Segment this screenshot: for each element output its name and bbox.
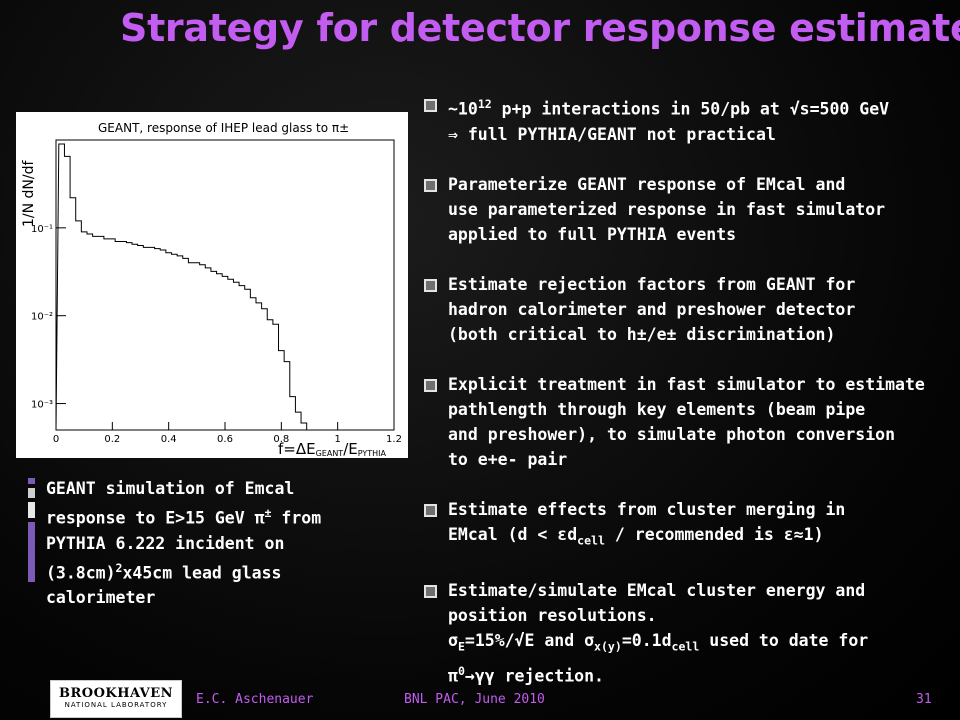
x-tick-label: 0 <box>53 434 59 445</box>
bullet-1: ~1012 p+p interactions in 50/pb at √s=50… <box>420 92 952 147</box>
x-tick-label: 0.4 <box>161 434 177 445</box>
histogram-bin <box>115 241 121 430</box>
x-tick-label: 1 <box>334 434 340 445</box>
histogram-bin <box>222 276 228 430</box>
logo-text-bottom: NATIONAL LABORATORY <box>64 701 168 709</box>
histogram-bin <box>160 250 166 430</box>
histogram-bin <box>256 303 262 430</box>
bullet-5: Estimate effects from cluster merging in… <box>420 497 952 553</box>
bullet-6: Estimate/simulate EMcal cluster energy a… <box>420 578 952 689</box>
histogram-bin <box>290 397 296 430</box>
y-tick-label: 10⁻² <box>31 312 53 323</box>
x-tick-label: 0.2 <box>104 434 120 445</box>
histogram-bin <box>64 156 70 430</box>
histogram-bin <box>121 241 127 430</box>
histogram-bin <box>267 320 273 430</box>
histogram-bin <box>166 253 172 430</box>
histogram-bin <box>87 234 93 430</box>
histogram-bin <box>98 236 104 430</box>
histogram-bin <box>81 232 87 430</box>
histogram-bin <box>284 362 290 430</box>
histogram-bin <box>171 254 177 430</box>
histogram-bin <box>155 249 161 430</box>
y-tick-label: 10⁻³ <box>31 400 53 411</box>
plot-caption: GEANT simulation of Emcal response to E>… <box>46 479 322 607</box>
histogram-bin <box>70 198 76 430</box>
histogram-bin <box>194 263 200 430</box>
slide-title: Strategy for detector response estimates <box>120 6 960 50</box>
footer-event: BNL PAC, June 2010 <box>404 692 545 707</box>
histogram-bin <box>273 324 279 430</box>
x-tick-label: 0.6 <box>217 434 233 445</box>
bullet-marker <box>424 503 437 517</box>
bullet-list: ~1012 p+p interactions in 50/pb at √s=50… <box>420 92 952 714</box>
bullet-4: Explicit treatment in fast simulator to … <box>420 372 952 472</box>
x-tick-label: 1.2 <box>386 434 402 445</box>
histogram-bin <box>110 239 116 430</box>
plot-xlabel: f=ΔEGEANT/EPYTHIA <box>278 440 387 458</box>
footer-page-number: 31 <box>916 692 932 707</box>
histogram-bin <box>205 268 211 430</box>
plot-heading: GEANT, response of IHEP lead glass to π± <box>98 121 349 135</box>
histogram-bin <box>200 265 206 430</box>
histogram-bin <box>279 351 285 430</box>
bullet-marker <box>424 99 437 112</box>
bullet-2: Parameterize GEANT response of EMcal and… <box>420 172 952 247</box>
histogram-bin <box>239 286 245 430</box>
histogram-bin <box>295 412 301 430</box>
plot-frame <box>55 139 395 431</box>
histogram-bin <box>59 144 65 430</box>
histogram-plot: GEANT, response of IHEP lead glass to π±… <box>16 112 408 458</box>
histogram-bin <box>104 239 110 430</box>
histogram-bin <box>149 247 155 430</box>
histogram-bin <box>233 282 239 430</box>
x-tick-label: 0.8 <box>273 434 289 445</box>
histogram-bin <box>93 236 99 430</box>
histogram-bin <box>262 309 268 430</box>
histogram-bin <box>143 247 149 430</box>
histogram-bin <box>177 256 183 430</box>
bullet-marker <box>424 378 437 392</box>
histogram-bin <box>228 279 234 430</box>
histogram-outline <box>55 143 308 431</box>
side-decoration <box>28 478 36 586</box>
histogram-bin <box>183 258 189 430</box>
footer-author: E.C. Aschenauer <box>196 692 314 707</box>
histogram-bin <box>188 263 194 430</box>
histogram-bin <box>211 271 217 430</box>
brookhaven-logo: BROOKHAVEN NATIONAL LABORATORY <box>50 680 182 718</box>
bullet-marker <box>424 584 437 598</box>
bullet-marker <box>424 178 437 192</box>
logo-text-top: BROOKHAVEN <box>58 686 174 701</box>
histogram-bin <box>132 244 138 430</box>
histogram-bin <box>138 245 144 430</box>
histogram-bin <box>301 423 307 430</box>
y-tick-label: 10⁻¹ <box>31 224 53 235</box>
plot-ylabel: 1/N dN/df <box>21 159 37 227</box>
histogram-bin <box>245 289 251 430</box>
histogram-bin <box>76 221 82 430</box>
bullet-marker <box>424 278 437 292</box>
histogram-chart: GEANT, response of IHEP lead glass to π±… <box>21 121 402 458</box>
histogram-bin <box>217 274 223 430</box>
histogram-bin <box>250 298 256 430</box>
bullet-3: Estimate rejection factors from GEANT fo… <box>420 272 952 347</box>
histogram-bin <box>126 243 132 430</box>
